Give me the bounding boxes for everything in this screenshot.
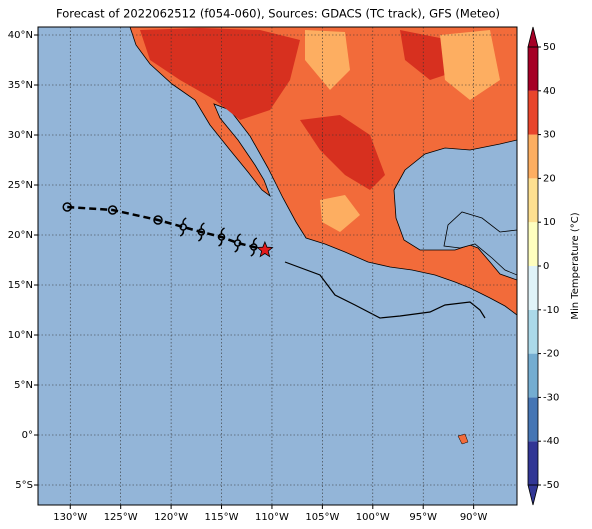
colorbar-bin xyxy=(528,309,538,354)
x-tick-label: 110°W xyxy=(255,512,289,523)
coast-line xyxy=(284,261,486,319)
x-tick-label: 100°W xyxy=(356,512,390,523)
colorbar-bin xyxy=(528,47,538,91)
colorbar-bin xyxy=(528,222,538,266)
x-tick-label: 120°W xyxy=(154,512,188,523)
colorbar-bin xyxy=(528,353,538,398)
x-tick-label: 115°W xyxy=(205,512,239,523)
colorbar-bin xyxy=(528,266,538,310)
colorbar-extend-bottom xyxy=(527,484,539,506)
colorbar-tick-label: 0 xyxy=(543,261,549,272)
y-tick-label: 35°N xyxy=(8,80,33,91)
plot-frame xyxy=(37,26,518,506)
colorbar-tick-label: -10 xyxy=(543,305,559,316)
cool-region xyxy=(305,30,350,90)
colorbar-extend-top xyxy=(527,26,539,48)
y-tick-label: 10°N xyxy=(8,330,33,341)
x-tick-label: 90°W xyxy=(460,512,488,523)
track-point xyxy=(62,202,72,212)
colorbar-tick-label: -50 xyxy=(543,480,559,491)
warm-region xyxy=(140,28,300,120)
x-tick-label: 130°W xyxy=(53,512,87,523)
map-title: Forecast of 2022062512 (f054-060), Sourc… xyxy=(56,7,500,21)
y-tick-label: 25°N xyxy=(8,180,33,191)
storm-symbol xyxy=(250,237,258,257)
storm-symbol xyxy=(179,217,187,237)
colorbar-tick-label: 40 xyxy=(543,86,556,97)
y-tick-label: 0° xyxy=(22,430,33,441)
cool-region xyxy=(320,195,360,232)
colorbar-bin xyxy=(528,90,538,135)
colorbar-tick-label: 50 xyxy=(543,42,556,53)
storm-symbol xyxy=(197,222,206,242)
track-line xyxy=(67,205,266,252)
land xyxy=(129,27,517,445)
x-tick-label: 105°W xyxy=(305,512,339,523)
colorbar-label: Min Temperature (°C) xyxy=(570,212,581,319)
track-point xyxy=(107,205,118,215)
colorbar-bin xyxy=(528,441,538,485)
y-tick-label: 5°N xyxy=(14,380,33,391)
colorbar-bin xyxy=(528,397,538,442)
y-tick-label: 40°N xyxy=(8,30,33,41)
colorbar-tick-label: -40 xyxy=(543,436,559,447)
y-tick-label: 15°N xyxy=(8,280,33,291)
colorbar-bin xyxy=(528,134,538,179)
y-tick-label: 20°N xyxy=(8,230,33,241)
caribbean xyxy=(443,211,517,276)
colorbar-tick-label: -20 xyxy=(543,349,559,360)
cool-region xyxy=(440,30,500,100)
x-tick-label: 95°W xyxy=(409,512,437,523)
storm-symbol xyxy=(233,233,242,253)
warm-region xyxy=(300,115,385,190)
colorbar-tick-label: 20 xyxy=(543,173,556,184)
colorbar-bin xyxy=(528,178,538,223)
colorbar-tick-label: 10 xyxy=(543,217,556,228)
y-tick-label: 5°S xyxy=(15,480,33,491)
storm-position xyxy=(256,240,274,258)
x-tick-label: 125°W xyxy=(104,512,138,523)
storm-symbol xyxy=(217,227,226,247)
galapagos xyxy=(457,433,469,445)
track-point xyxy=(153,215,163,225)
colorbar-tick-label: -30 xyxy=(543,392,559,403)
colorbar-tick-label: 30 xyxy=(543,130,556,141)
y-tick-label: 30°N xyxy=(8,130,33,141)
